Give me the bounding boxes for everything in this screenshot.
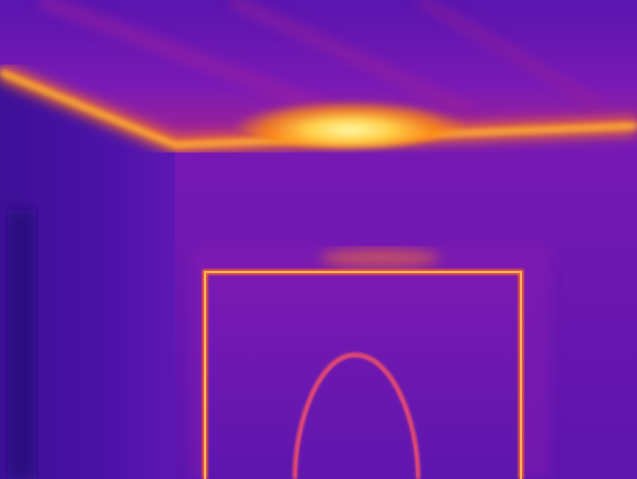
left-wall: [0, 70, 175, 479]
doorway: [190, 245, 550, 479]
left-dark-edge: [8, 210, 36, 479]
arch-shape: [292, 352, 421, 479]
ceiling-hotspot: [230, 88, 470, 148]
ceiling-streaks: [37, 0, 603, 117]
